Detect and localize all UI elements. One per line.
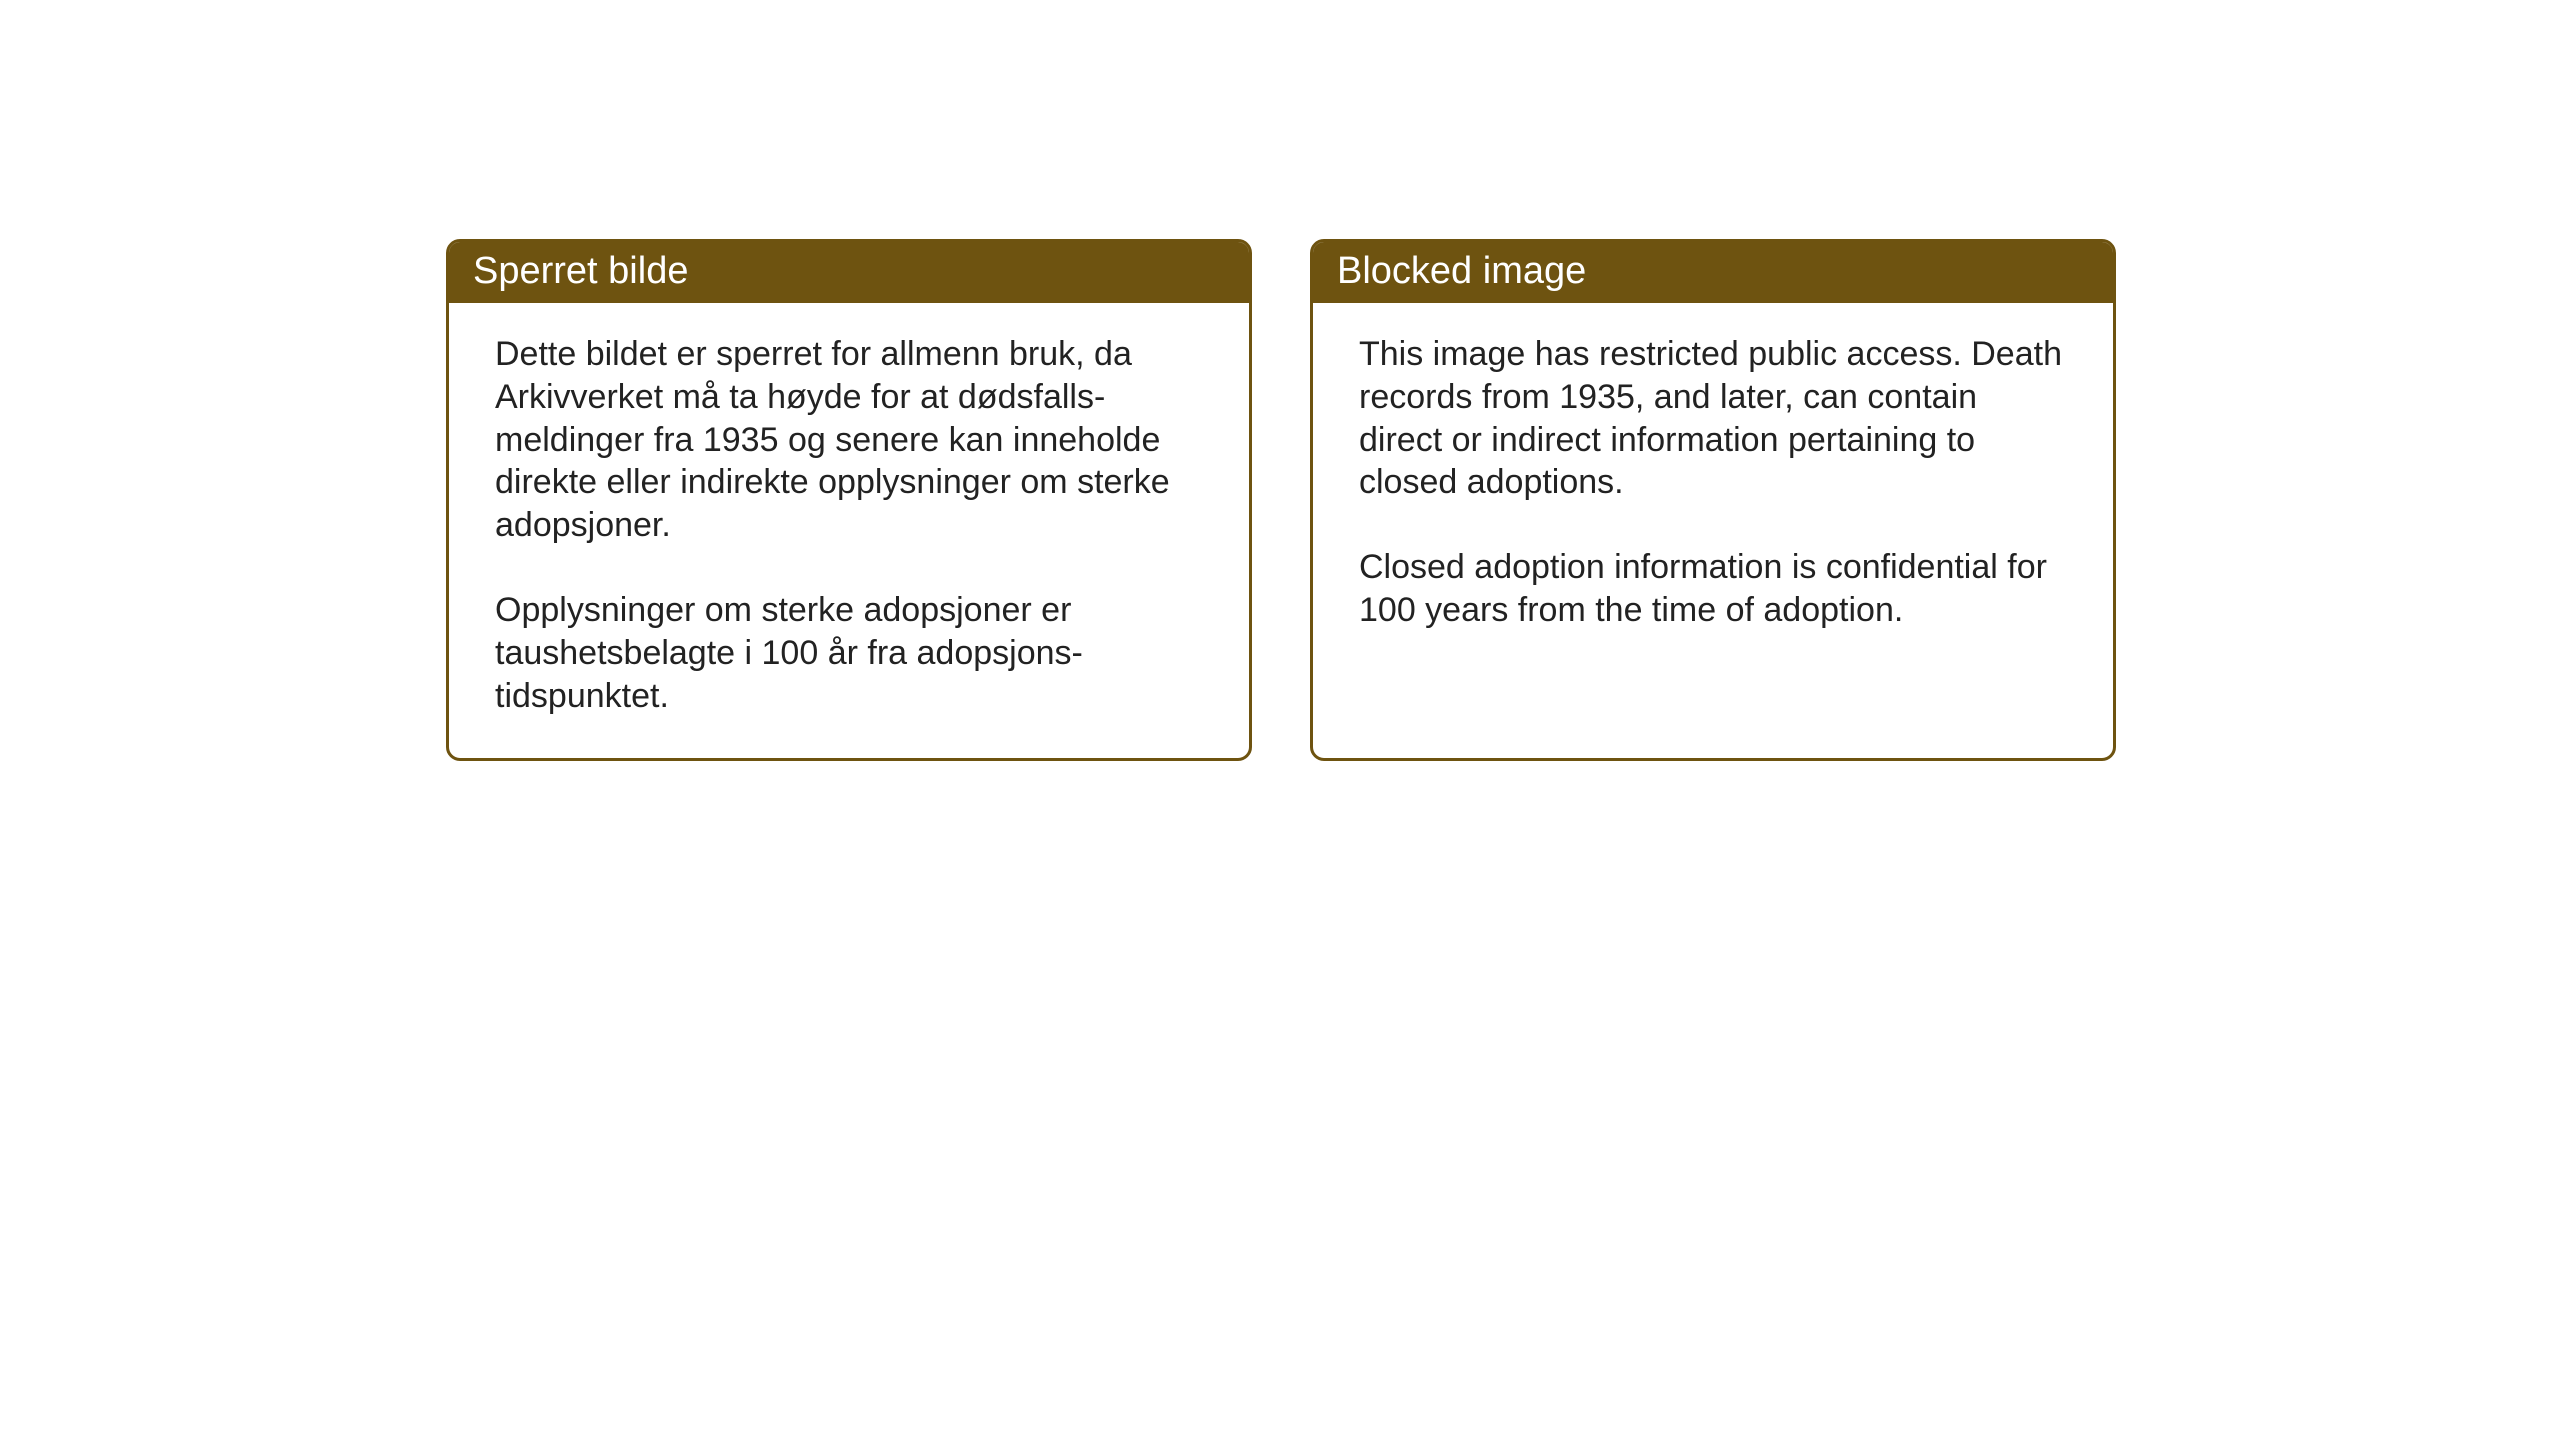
notice-paragraph-2-norwegian: Opplysninger om sterke adopsjoner er tau…	[495, 589, 1203, 717]
notice-box-norwegian: Sperret bilde Dette bildet er sperret fo…	[446, 239, 1252, 761]
notice-body-norwegian: Dette bildet er sperret for allmenn bruk…	[449, 303, 1249, 758]
notice-container: Sperret bilde Dette bildet er sperret fo…	[446, 239, 2116, 761]
notice-header-english: Blocked image	[1313, 242, 2113, 303]
notice-paragraph-1-norwegian: Dette bildet er sperret for allmenn bruk…	[495, 333, 1203, 547]
notice-box-english: Blocked image This image has restricted …	[1310, 239, 2116, 761]
notice-header-norwegian: Sperret bilde	[449, 242, 1249, 303]
notice-paragraph-1-english: This image has restricted public access.…	[1359, 333, 2067, 504]
notice-paragraph-2-english: Closed adoption information is confident…	[1359, 546, 2067, 632]
notice-body-english: This image has restricted public access.…	[1313, 303, 2113, 733]
